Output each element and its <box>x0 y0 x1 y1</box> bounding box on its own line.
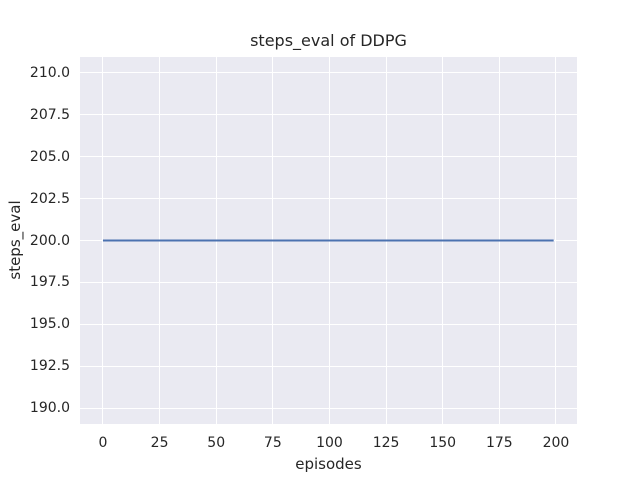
gridline-horizontal <box>80 114 577 116</box>
y-tick-label: 197.5 <box>29 274 70 291</box>
gridline-horizontal <box>80 198 577 200</box>
x-tick-label: 175 <box>485 435 513 451</box>
gridline-horizontal <box>80 281 577 283</box>
y-tick-label: 207.5 <box>29 106 70 123</box>
x-tick-label: 25 <box>150 435 169 451</box>
x-tick-label: 100 <box>316 435 343 451</box>
gridline-horizontal <box>80 407 577 409</box>
gridline-horizontal <box>80 365 577 367</box>
x-tick-label: 150 <box>429 435 457 451</box>
y-tick-label: 205.0 <box>29 148 70 165</box>
gridline-horizontal <box>80 156 577 158</box>
gridline-horizontal <box>80 323 577 325</box>
x-tick-label: 50 <box>207 435 226 451</box>
y-tick-label: 202.5 <box>29 190 70 207</box>
x-tick-label: 75 <box>263 435 282 451</box>
x-tick-label: 125 <box>372 435 400 451</box>
y-tick-label: 190.0 <box>29 400 70 417</box>
y-axis-label: steps_eval <box>6 200 24 280</box>
chart-title: steps_eval of DDPG <box>250 31 407 50</box>
y-tick-label: 200.0 <box>29 232 70 249</box>
gridline-horizontal <box>80 72 577 74</box>
x-tick-label: 200 <box>542 435 570 451</box>
series-layer <box>102 239 554 242</box>
y-tick-label: 192.5 <box>29 358 70 375</box>
x-axis-label: episodes <box>295 455 362 473</box>
y-tick-label: 210.0 <box>29 64 70 81</box>
plot-area <box>80 57 577 424</box>
x-tick-label: 0 <box>98 435 108 451</box>
y-tick-label: 195.0 <box>29 316 70 333</box>
